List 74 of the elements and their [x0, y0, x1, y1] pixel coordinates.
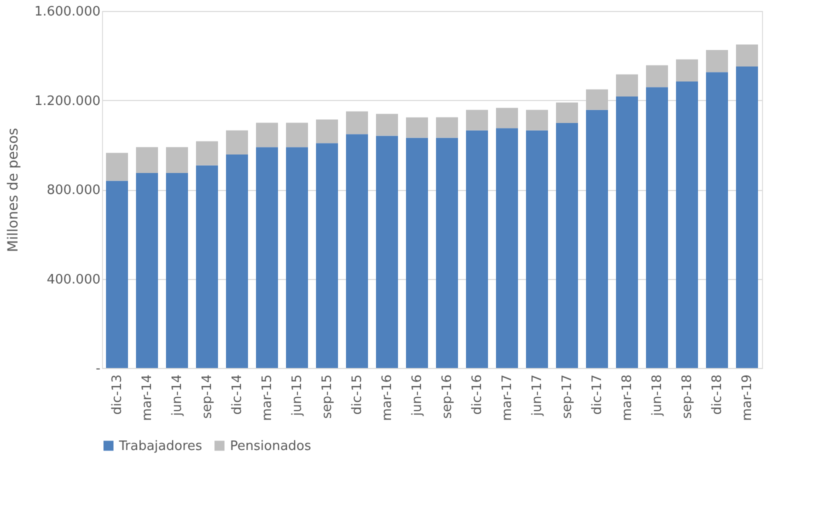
bar	[586, 89, 608, 110]
bar	[616, 96, 638, 368]
bar	[526, 110, 548, 130]
y-tick-label: -	[96, 362, 101, 376]
legend-label: Trabajadores	[118, 438, 202, 454]
x-tick-label: mar-19	[740, 374, 755, 421]
bar	[646, 65, 668, 88]
x-tick-label: sep-15	[320, 374, 335, 419]
bar	[676, 59, 698, 82]
bar	[706, 50, 728, 72]
bar	[676, 82, 698, 368]
x-tick-label: mar-18	[620, 374, 635, 421]
bar	[256, 122, 278, 148]
bar	[376, 114, 398, 136]
y-tick-label: 1.200.000	[34, 94, 100, 109]
bar	[406, 138, 428, 368]
bar	[496, 108, 518, 128]
bar	[316, 143, 338, 368]
x-tick-label: sep-18	[680, 374, 695, 419]
x-tick-label: mar-15	[260, 374, 275, 421]
bar	[166, 172, 188, 368]
bar	[136, 172, 158, 368]
y-tick-label: 1.600.000	[34, 4, 100, 20]
bar	[106, 180, 128, 368]
x-tick-label: jun-15	[290, 374, 305, 417]
bar	[616, 74, 638, 96]
x-tick-label: sep-16	[440, 374, 455, 419]
bar	[256, 147, 278, 368]
bar	[526, 130, 548, 368]
bar	[106, 152, 128, 181]
bar	[586, 110, 608, 368]
bar	[466, 110, 488, 130]
bar	[556, 123, 578, 368]
bar	[646, 87, 668, 368]
x-tick-label: sep-14	[200, 374, 215, 419]
bar	[346, 111, 368, 134]
bar	[226, 130, 248, 154]
x-tick-label: jun-17	[530, 374, 545, 417]
x-tick-label: jun-14	[170, 374, 185, 417]
x-tick-label: dic-17	[590, 374, 605, 415]
bar	[376, 136, 398, 368]
y-tick-label: 800.000	[46, 183, 100, 198]
bar	[196, 141, 218, 166]
y-tick-label: 400.000	[46, 272, 100, 288]
x-tick-label: dic-15	[350, 374, 365, 415]
bar	[496, 128, 518, 368]
bar	[196, 165, 218, 368]
bar	[466, 130, 488, 368]
bar	[436, 117, 458, 138]
x-tick-label: mar-16	[380, 374, 395, 421]
bar	[556, 102, 578, 124]
x-tick-label: mar-14	[140, 374, 155, 421]
legend-label: Pensionados	[230, 438, 312, 454]
bar	[436, 138, 458, 368]
x-tick-label: mar-17	[500, 374, 515, 421]
x-tick-label: dic-14	[230, 374, 245, 415]
bar	[286, 147, 308, 368]
bar	[316, 119, 338, 144]
y-axis-title: Millones de pesos	[5, 128, 22, 252]
bar	[136, 147, 158, 173]
bar	[736, 66, 758, 368]
x-tick-label: dic-18	[710, 374, 725, 415]
bar	[706, 72, 728, 368]
x-tick-label: jun-18	[650, 374, 665, 417]
bar	[166, 147, 188, 173]
bar	[406, 117, 428, 138]
x-tick-label: jun-16	[410, 374, 425, 417]
bar	[346, 134, 368, 368]
bar	[286, 122, 308, 148]
x-tick-label: dic-13	[110, 374, 125, 415]
bar	[736, 44, 758, 67]
x-tick-label: dic-16	[470, 374, 485, 415]
x-tick-label: sep-17	[560, 374, 575, 419]
bar	[226, 154, 248, 368]
